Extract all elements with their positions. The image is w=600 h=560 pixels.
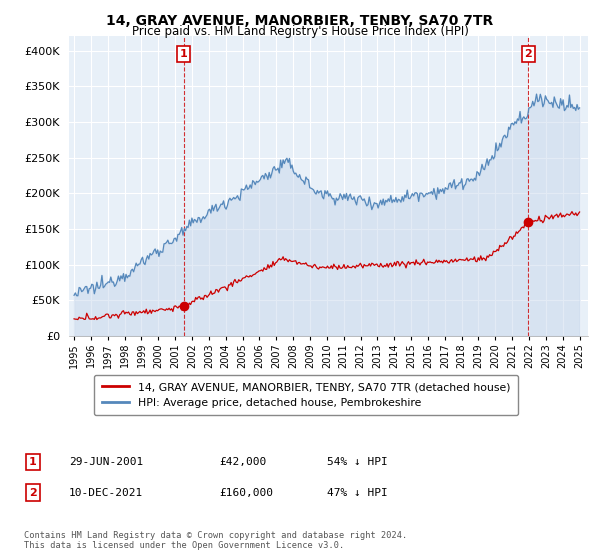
Text: 29-JUN-2001: 29-JUN-2001 [69,457,143,467]
Text: 54% ↓ HPI: 54% ↓ HPI [327,457,388,467]
Text: 1: 1 [180,49,187,59]
Text: Price paid vs. HM Land Registry's House Price Index (HPI): Price paid vs. HM Land Registry's House … [131,25,469,38]
Text: £42,000: £42,000 [219,457,266,467]
Text: 47% ↓ HPI: 47% ↓ HPI [327,488,388,498]
Text: 2: 2 [524,49,532,59]
Legend: 14, GRAY AVENUE, MANORBIER, TENBY, SA70 7TR (detached house), HPI: Average price: 14, GRAY AVENUE, MANORBIER, TENBY, SA70 … [94,375,518,415]
Text: 2: 2 [29,488,37,498]
Text: Contains HM Land Registry data © Crown copyright and database right 2024.
This d: Contains HM Land Registry data © Crown c… [24,531,407,550]
Text: 14, GRAY AVENUE, MANORBIER, TENBY, SA70 7TR: 14, GRAY AVENUE, MANORBIER, TENBY, SA70 … [106,14,494,28]
Text: 1: 1 [29,457,37,467]
Text: 10-DEC-2021: 10-DEC-2021 [69,488,143,498]
Text: £160,000: £160,000 [219,488,273,498]
